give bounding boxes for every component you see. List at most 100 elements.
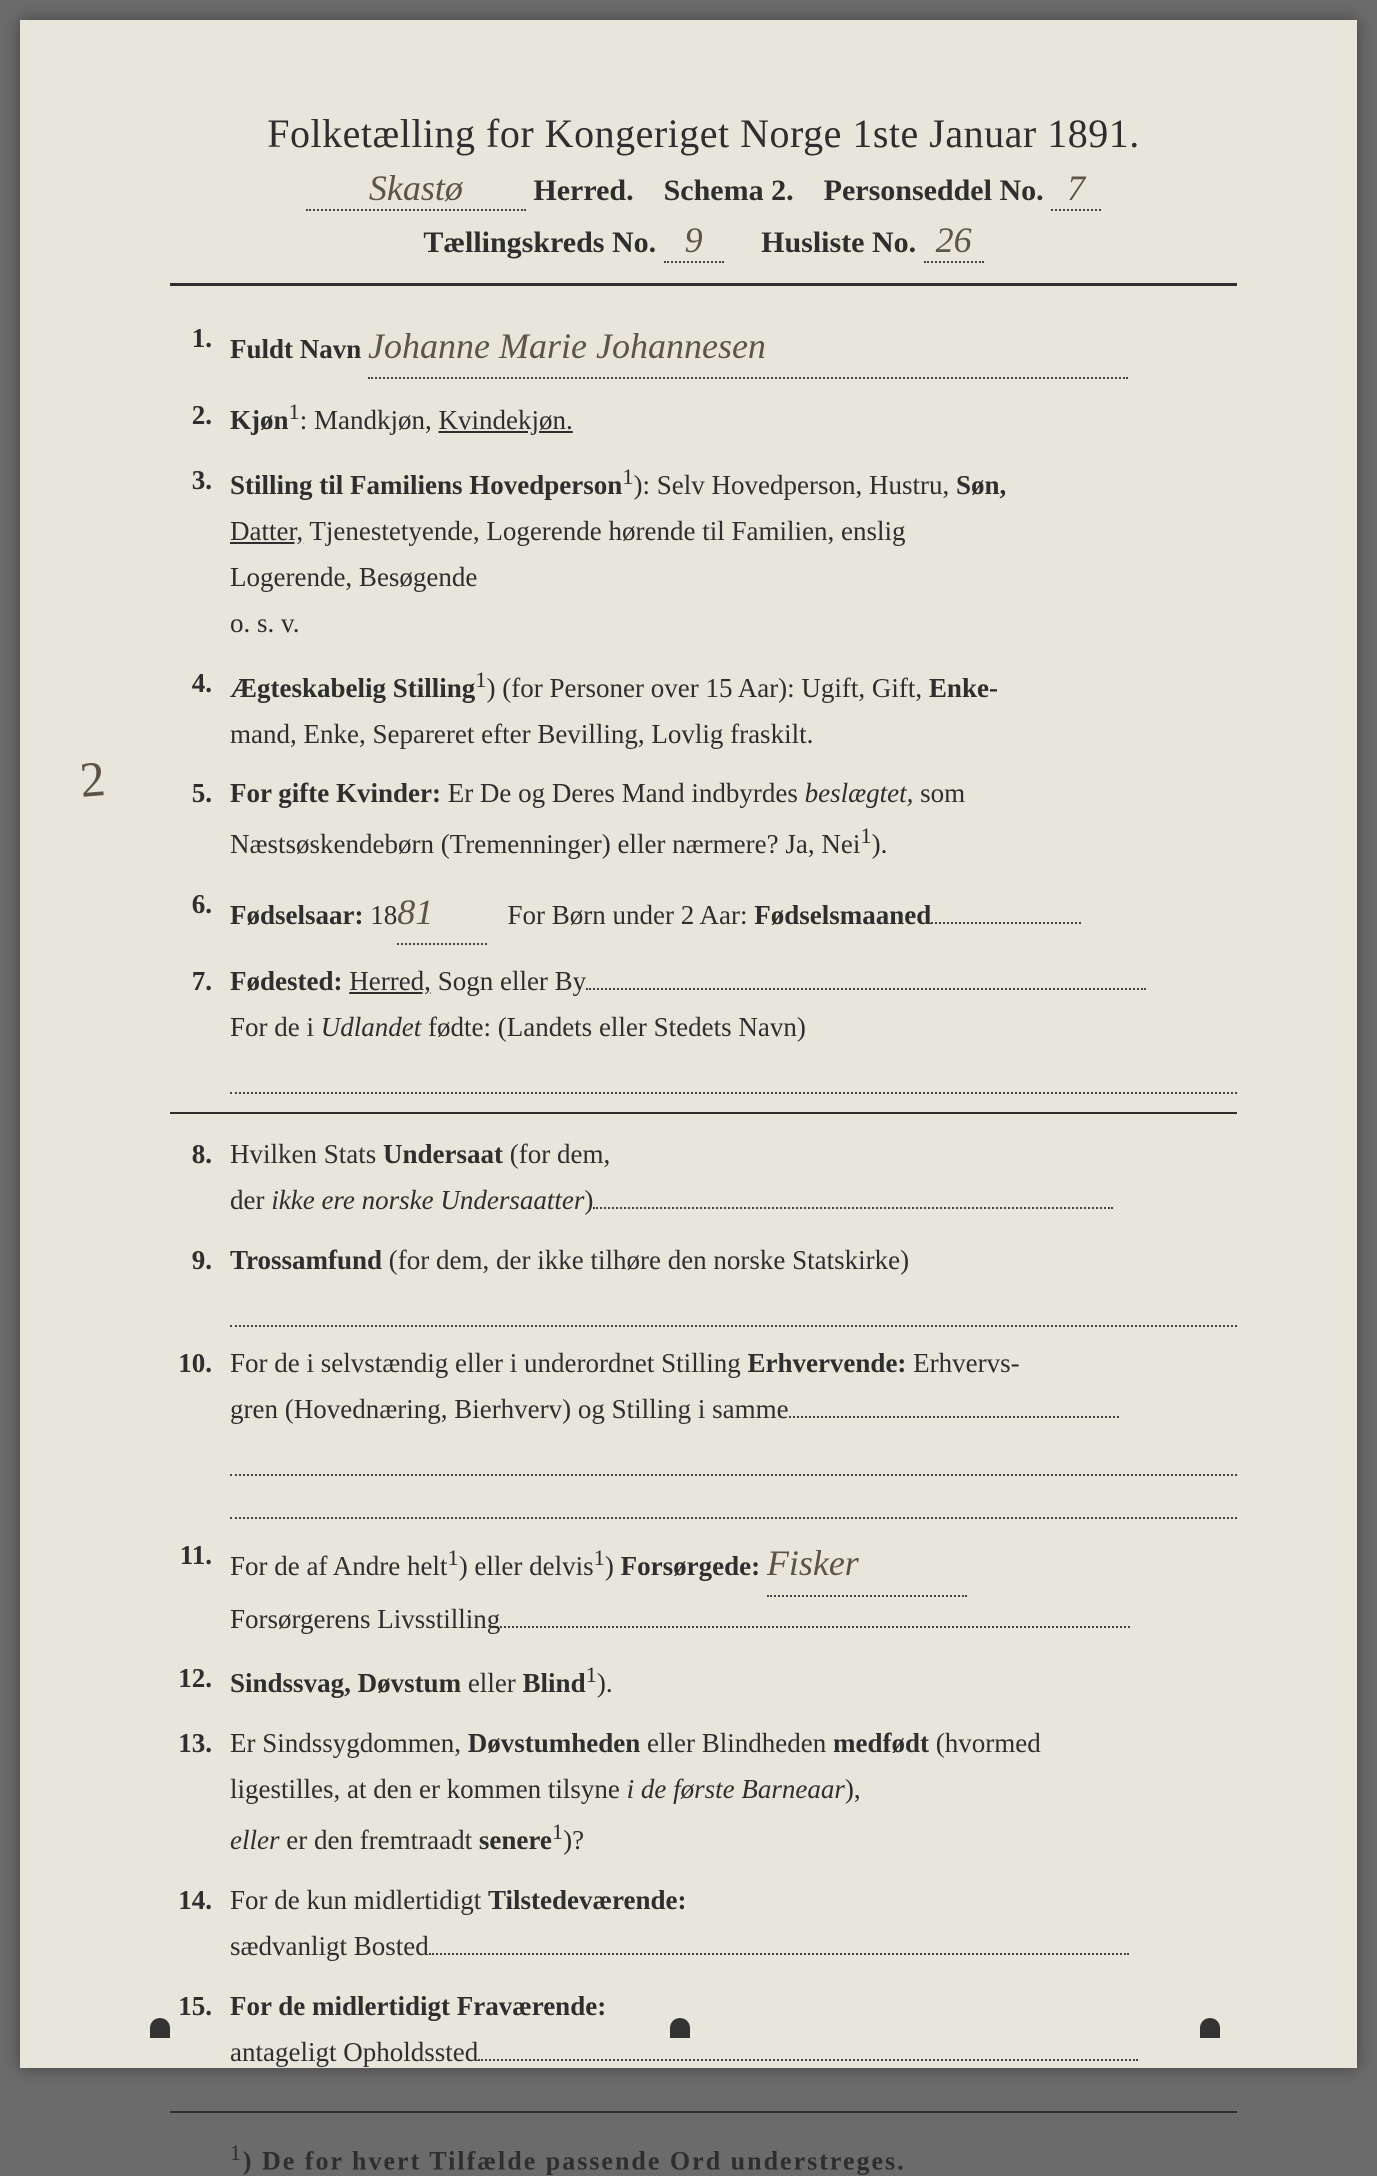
b1: Sindssvag, Døvstum — [230, 1668, 461, 1698]
b2: medfødt — [833, 1728, 929, 1758]
tear-mark — [150, 2018, 170, 2038]
fill — [478, 2059, 1138, 2061]
t2: Erhvervs- — [906, 1348, 1019, 1378]
fill — [931, 922, 1081, 924]
entry-14: 14. For de kun midlertidigt Tilstedevære… — [150, 1878, 1257, 1970]
entry-3: 3. Stilling til Familiens Hovedperson1):… — [150, 458, 1257, 647]
b2: Fødselsmaaned — [754, 900, 931, 930]
sup2: 1 — [860, 823, 871, 848]
b1: For de midlertidigt Fraværende: — [230, 1991, 606, 2021]
entry-12: 12. Sindssvag, Døvstum eller Blind1). — [150, 1656, 1257, 1707]
label: Ægteskabelig Stilling — [230, 673, 475, 703]
entry-num: 5. — [170, 771, 230, 817]
l2b: fødte: (Landets eller Stedets Navn) — [421, 1012, 806, 1042]
label: Trossamfund — [230, 1245, 382, 1275]
bottom-divider — [170, 2111, 1237, 2113]
t2b: Tjenestetyende, Logerende hørende til Fa… — [303, 516, 905, 546]
entry-num: 1. — [170, 316, 230, 362]
fill-line2 — [230, 1476, 1237, 1519]
entry-num: 8. — [170, 1132, 230, 1178]
name-handwritten: Johanne Marie Johannesen — [368, 316, 1128, 379]
entry-10: 10. For de i selvstændig eller i underor… — [150, 1341, 1257, 1519]
entry-num: 13. — [170, 1721, 230, 1767]
entry-num: 2. — [170, 393, 230, 439]
header-line-1: Skastø Herred. Schema 2. Personseddel No… — [150, 167, 1257, 211]
label: Stilling til Familiens Hovedperson — [230, 470, 622, 500]
t1: For de i selvstændig eller i underordnet… — [230, 1348, 747, 1378]
sup: 1 — [622, 464, 633, 489]
l2b: ) — [584, 1185, 593, 1215]
fill-line — [230, 1433, 1237, 1476]
t1b: Søn, — [956, 470, 1006, 500]
ital: ikke ere norske Undersaatter — [271, 1185, 584, 1215]
sup2: 1 — [594, 1545, 605, 1570]
t3: ) — [605, 1551, 621, 1581]
l2a: ligestilles, at den er kommen tilsyne — [230, 1774, 627, 1804]
entry-4: 4. Ægteskabelig Stilling1) (for Personer… — [150, 661, 1257, 758]
l3a: eller — [230, 1825, 279, 1855]
t1a: : Selv Hovedperson, Hustru, — [643, 470, 956, 500]
t4: o. s. v. — [230, 608, 300, 638]
b1: Erhvervende: — [747, 1348, 906, 1378]
l2: gren (Hovednæring, Bierhverv) og Stillin… — [230, 1394, 789, 1424]
entry-5: 5. For gifte Kvinder: Er De og Deres Man… — [150, 771, 1257, 868]
label: Fuldt Navn — [230, 334, 361, 364]
underlined: Kvindekjøn. — [439, 405, 573, 435]
entry-7: 7. Fødested: Herred, Sogn eller By For d… — [150, 959, 1257, 1094]
t1: Er De og Deres Mand indbyrdes — [441, 778, 805, 808]
entry-num: 6. — [170, 882, 230, 928]
personseddel-no: 7 — [1051, 167, 1101, 211]
t2a: Datter, — [230, 516, 303, 546]
sup: 1 — [586, 1662, 597, 1687]
t3: Logerende, Besøgende — [230, 562, 477, 592]
t2: (for dem, — [503, 1139, 610, 1169]
entry-9: 9. Trossamfund (for dem, der ikke tilhør… — [150, 1238, 1257, 1327]
fill-line — [230, 1051, 1237, 1094]
sup1: 1 — [447, 1545, 458, 1570]
entry-num: 12. — [170, 1656, 230, 1702]
t2: ) eller delvis — [459, 1551, 594, 1581]
entry-2: 2. Kjøn1: Mandkjøn, Kvindekjøn. — [150, 393, 1257, 444]
entry-15: 15. For de midlertidigt Fraværende: anta… — [150, 1984, 1257, 2076]
label: Fødested: — [230, 966, 342, 996]
label: For gifte Kvinder: — [230, 778, 441, 808]
b2: Blind — [523, 1668, 586, 1698]
fill — [429, 1953, 1129, 1955]
l2b: ), — [845, 1774, 861, 1804]
husliste-no: 26 — [924, 219, 984, 263]
fill — [593, 1207, 1113, 1209]
top-divider — [170, 283, 1237, 286]
husliste-label: Husliste No. — [761, 226, 916, 259]
hw: Fisker — [767, 1533, 967, 1596]
fill — [789, 1416, 1119, 1418]
fill — [500, 1626, 1130, 1628]
fill-line — [230, 1284, 1237, 1327]
t1: Er Sindssygdommen, — [230, 1728, 468, 1758]
census-form-page: Folketælling for Kongeriget Norge 1ste J… — [20, 20, 1357, 2068]
t2: som — [913, 778, 965, 808]
t1: For de af Andre helt — [230, 1551, 447, 1581]
entry-8: 8. Hvilken Stats Undersaat (for dem, der… — [150, 1132, 1257, 1224]
tear-mark — [1200, 2018, 1220, 2038]
entry-num: 15. — [170, 1984, 230, 2030]
l3c: )? — [563, 1825, 584, 1855]
t: (for dem, der ikke tilhøre den norske St… — [382, 1245, 909, 1275]
underlined: Herred, — [349, 966, 431, 996]
t1: Hvilken Stats — [230, 1139, 383, 1169]
year-hw: 81 — [397, 882, 487, 945]
fill — [586, 988, 1146, 990]
entry-13: 13. Er Sindssygdommen, Døvstumheden elle… — [150, 1721, 1257, 1864]
sup: 1 — [475, 667, 486, 692]
header-line-2: Tællingskreds No. 9 Husliste No. 26 — [150, 219, 1257, 263]
entry-num: 3. — [170, 458, 230, 504]
label: Fødselsaar: — [230, 900, 363, 930]
tear-mark — [670, 2018, 690, 2038]
entry-num: 14. — [170, 1878, 230, 1924]
t1: Sogn eller By — [431, 966, 586, 996]
text: : Mandkjøn, — [300, 405, 439, 435]
herred-label: Herred. — [533, 174, 633, 207]
l2: Næstsøskendebørn (Tremenninger) eller næ… — [230, 829, 860, 859]
t2: eller Blindheden — [640, 1728, 833, 1758]
end: ). — [597, 1668, 613, 1698]
kreds-no: 9 — [664, 219, 724, 263]
